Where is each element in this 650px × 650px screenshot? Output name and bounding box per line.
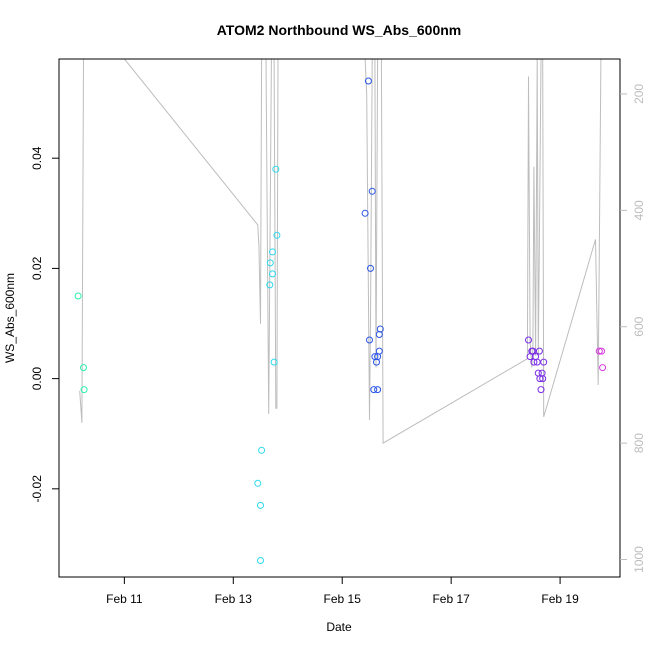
x-tick-label-4: Feb 19 [541,592,579,606]
x-tick-label-1: Feb 13 [215,592,253,606]
secondary-series-layer [79,59,604,444]
data-point-41 [595,347,603,355]
y-axis: -0.02 0.00 0.02 0.04 [30,146,60,503]
x-tick-label-2: Feb 15 [324,592,362,606]
right-axis: 200 400 600 800 1000 [620,84,646,573]
data-point-7 [266,281,274,289]
data-point-25 [375,331,383,338]
y-tick-label-2: 0.02 [30,256,44,280]
y-tick-label-0: -0.02 [30,475,44,503]
data-point-3 [254,479,262,487]
data-point-9 [269,270,276,278]
data-point-4 [257,501,264,509]
data-point-14 [361,209,369,217]
data-point-37 [537,386,545,394]
right-tick-label-0: 200 [632,84,646,104]
data-point-1 [80,364,87,372]
data-point-2 [80,386,88,394]
data-point-6 [257,557,264,564]
x-tick-label-3: Feb 17 [432,592,470,606]
data-point-11 [270,358,278,366]
data-point-0 [74,292,82,300]
data-points-layer [74,77,607,564]
data-point-40 [540,358,548,366]
data-point-26 [376,325,384,333]
y-tick-label-1: 0.00 [30,367,44,391]
data-point-43 [599,364,607,372]
right-tick-label-3: 800 [632,433,646,453]
x-tick-label-0: Feb 11 [106,592,143,606]
data-point-8 [266,259,274,267]
data-point-27 [525,336,532,344]
data-point-35 [535,347,543,355]
data-point-16 [366,336,373,344]
data-point-19 [370,386,378,394]
x-axis-label: Date [326,620,352,634]
data-point-23 [374,386,382,394]
data-point-15 [364,77,372,85]
data-point-12 [272,165,280,173]
data-point-13 [273,231,281,239]
right-tick-label-1: 400 [632,200,646,220]
data-point-24 [375,347,383,355]
data-point-10 [269,248,276,256]
x-axis: Feb 11 Feb 13 Feb 15 Feb 17 Feb 19 [106,576,579,606]
y-tick-label-3: 0.04 [30,146,44,170]
right-tick-label-4: 1000 [632,546,646,573]
right-tick-label-2: 600 [632,316,646,336]
data-point-39 [539,375,547,383]
secondary-series-line [79,59,604,444]
data-point-42 [598,347,605,355]
data-point-5 [258,446,266,454]
chart-title: ATOM2 Northbound WS_Abs_600nm [217,22,462,38]
y-axis-label: WS_Abs_600nm [3,273,17,363]
data-point-17 [367,264,374,272]
data-point-18 [368,187,376,195]
